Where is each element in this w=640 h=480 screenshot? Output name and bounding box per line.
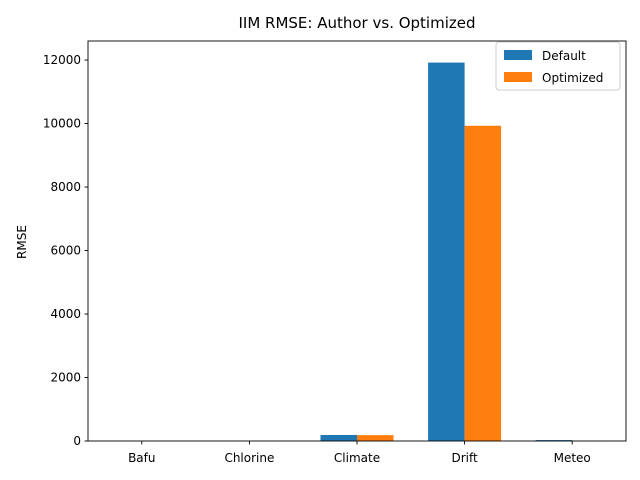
bar-default-meteo: [535, 440, 573, 441]
x-tick-label: Chlorine: [224, 451, 274, 465]
bar-optimized-climate: [357, 435, 394, 441]
y-axis-label: RMSE: [15, 225, 29, 259]
legend-swatch-optimized: [504, 72, 532, 82]
legend-label-optimized: Optimized: [542, 71, 603, 85]
x-tick-label: Climate: [334, 451, 380, 465]
y-tick-label: 12000: [43, 53, 81, 67]
plot-frame: [87, 40, 627, 442]
bar-default-climate: [320, 434, 357, 441]
x-tick-label: Drift: [451, 451, 478, 465]
chart-title: IIM RMSE: Author vs. Optimized: [238, 14, 475, 32]
x-tick-label: Bafu: [128, 451, 155, 465]
bar-default-drift: [428, 62, 465, 441]
legend-label-default: Default: [542, 49, 586, 63]
legend: Default Optimized: [495, 41, 621, 91]
y-tick-label: 4000: [50, 307, 81, 321]
y-tick-label: 8000: [50, 180, 81, 194]
x-tick-label: Meteo: [554, 451, 591, 465]
y-tick-label: 6000: [50, 244, 81, 258]
y-tick-label: 10000: [43, 117, 81, 131]
x-axis-ticks: Bafu Chlorine Climate Drift Meteo: [128, 441, 591, 465]
legend-swatch-default: [504, 50, 532, 60]
bar-optimized-drift: [464, 125, 502, 441]
y-axis-ticks: 0 2000 4000 6000 8000 10000 12000: [43, 53, 88, 448]
y-tick-label: 0: [73, 434, 81, 448]
y-tick-label: 2000: [50, 371, 81, 385]
bars-group: [105, 62, 609, 441]
